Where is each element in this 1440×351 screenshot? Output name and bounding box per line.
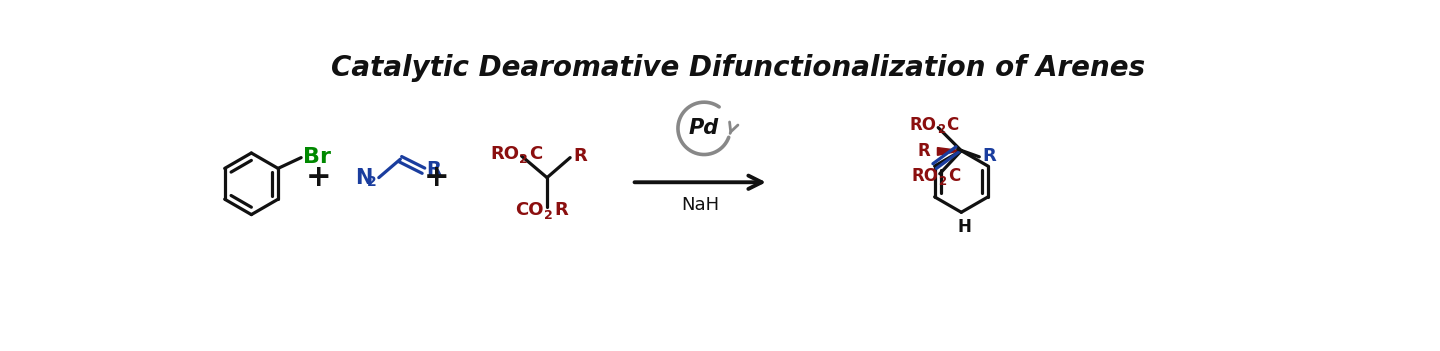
Text: RO: RO [912, 167, 939, 185]
Text: RO: RO [490, 145, 520, 163]
Text: C: C [946, 115, 959, 133]
Text: R: R [982, 147, 996, 165]
Text: Br: Br [304, 147, 331, 167]
Text: Catalytic Dearomative Difunctionalization of Arenes: Catalytic Dearomative Difunctionalizatio… [331, 54, 1145, 82]
Text: Pd: Pd [688, 118, 719, 138]
Text: R: R [554, 201, 567, 219]
Text: NaH: NaH [681, 196, 720, 214]
Text: C: C [530, 145, 543, 163]
Text: +: + [305, 163, 331, 192]
Text: R: R [426, 160, 442, 179]
Polygon shape [937, 148, 962, 155]
Text: R: R [917, 142, 930, 160]
Text: 2: 2 [544, 209, 553, 222]
Text: 2: 2 [367, 175, 377, 189]
Text: RO: RO [910, 115, 936, 133]
Text: H: H [958, 218, 972, 237]
Text: 2: 2 [939, 175, 946, 188]
Text: +: + [423, 163, 449, 192]
Text: CO: CO [516, 201, 544, 219]
Text: N: N [356, 168, 373, 188]
Text: R: R [573, 147, 588, 165]
Text: C: C [948, 167, 960, 185]
Text: 2: 2 [937, 124, 945, 137]
Text: 2: 2 [520, 153, 528, 166]
